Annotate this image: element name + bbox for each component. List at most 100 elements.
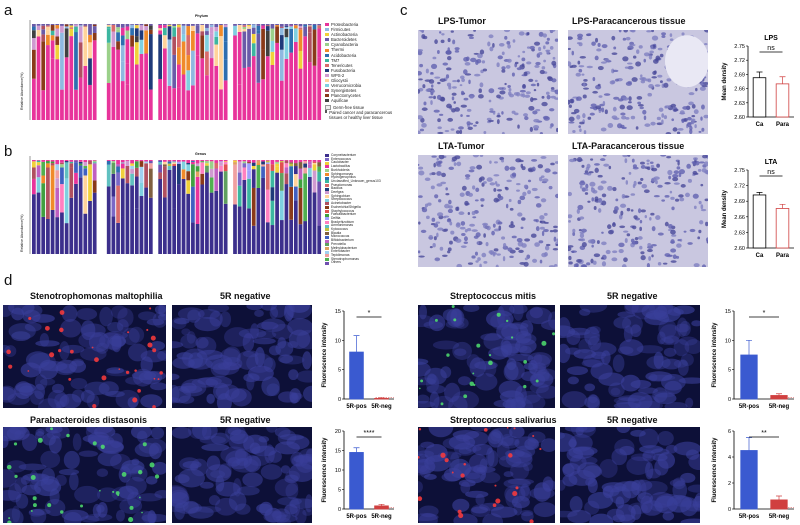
x-tick-label: 5R-neg bbox=[769, 404, 790, 410]
stacked-segment bbox=[134, 64, 139, 120]
legend-item: Tenericutes bbox=[325, 63, 361, 68]
stacked-segment bbox=[279, 162, 284, 174]
stacked-segment bbox=[275, 163, 279, 167]
stacked-segment bbox=[279, 49, 284, 81]
stacked-segment bbox=[106, 160, 111, 161]
stacked-segment bbox=[298, 224, 303, 254]
stacked-segment bbox=[177, 163, 181, 185]
legend-label: Firmicutes bbox=[331, 27, 351, 33]
stacked-segment bbox=[279, 26, 284, 28]
stacked-segment bbox=[312, 29, 317, 66]
stacked-segment bbox=[219, 89, 223, 120]
stacked-segment bbox=[186, 160, 191, 164]
legend-swatch bbox=[325, 53, 329, 57]
stacked-segment bbox=[134, 28, 139, 37]
stacked-segment bbox=[256, 30, 261, 34]
stacked-segment bbox=[167, 169, 172, 254]
legend-item: Verrucomicrobia bbox=[325, 83, 361, 88]
image-title: LPS-Tumor bbox=[438, 16, 486, 26]
fluorescence-image-negative bbox=[172, 427, 312, 523]
histology-image-lta-paracancerous bbox=[568, 155, 708, 267]
stacked-segment bbox=[223, 161, 228, 163]
legend-item: Actinobacteria bbox=[325, 32, 361, 37]
lta-bar-chart: LTA Mean density 2.75 2.72 2.69 2.66 2.63 2.60 C… bbox=[722, 159, 794, 259]
stacked-segment bbox=[284, 26, 289, 29]
stacked-segment bbox=[78, 77, 83, 120]
panel-label-d: d bbox=[4, 272, 13, 289]
stacked-segment bbox=[256, 24, 261, 26]
legend-item: Lactobacillus bbox=[325, 164, 381, 169]
stacked-segment bbox=[50, 160, 55, 162]
stacked-segment bbox=[134, 167, 139, 177]
stacked-segment bbox=[214, 24, 219, 28]
stacked-segment bbox=[167, 39, 172, 86]
stacked-segment bbox=[209, 58, 214, 120]
stacked-segment bbox=[148, 24, 153, 26]
image-title: 5R negative bbox=[220, 415, 271, 425]
legend-swatch bbox=[325, 243, 329, 247]
stacked-segment bbox=[237, 185, 242, 207]
stacked-segment bbox=[307, 167, 312, 177]
legend-swatch bbox=[325, 165, 329, 169]
legend-item: Staphylococcus bbox=[325, 209, 381, 214]
stacked-segment bbox=[200, 35, 205, 59]
legend-swatch bbox=[325, 154, 329, 158]
stacked-segment bbox=[242, 25, 247, 27]
stacked-segment bbox=[270, 225, 275, 254]
legend-item: Streptococcus bbox=[325, 198, 381, 202]
stacked-segment bbox=[312, 164, 317, 171]
fluorescence-texture bbox=[560, 305, 700, 408]
streptococcus-mitis-bar-chart: Fluorescence intensity 15 10 5 0 5R-pos 5R-neg… bbox=[712, 309, 794, 410]
stacked-segment bbox=[186, 163, 191, 165]
stacked-segment bbox=[186, 55, 191, 71]
stacked-segment bbox=[83, 40, 88, 66]
stacked-segment bbox=[214, 65, 219, 120]
stacked-segment bbox=[279, 24, 284, 27]
stacked-segment bbox=[298, 160, 303, 163]
stacked-segment bbox=[219, 161, 223, 163]
image-title: Streptococcus salivarius bbox=[450, 415, 557, 425]
stacked-segment bbox=[317, 24, 322, 26]
stacked-segment bbox=[251, 225, 256, 254]
tick-label: 0 bbox=[728, 397, 731, 403]
stacked-segment bbox=[205, 24, 209, 28]
stacked-segment bbox=[64, 161, 69, 163]
image-title: Parabacteroides distasonis bbox=[30, 415, 148, 425]
legend-item: Methylobacterium bbox=[325, 246, 381, 251]
stacked-segment bbox=[60, 212, 64, 254]
tick-label: 5 bbox=[728, 368, 731, 374]
stacked-segment bbox=[223, 24, 228, 28]
stacked-segment bbox=[242, 163, 247, 168]
legend-label: Bifidobacterium bbox=[331, 238, 354, 243]
stacked-segment bbox=[148, 163, 153, 169]
stacked-segment bbox=[60, 184, 64, 213]
stacked-segment bbox=[130, 185, 134, 254]
stacked-segment bbox=[36, 165, 41, 178]
stacked-segment bbox=[195, 25, 200, 34]
legend-label: Enterobacter bbox=[331, 249, 350, 254]
legend-swatch bbox=[325, 232, 329, 236]
legend-swatch bbox=[325, 217, 329, 221]
stacked-segment bbox=[261, 160, 265, 162]
legend-swatch bbox=[325, 224, 329, 228]
tick-label: 5 bbox=[338, 368, 341, 374]
stacked-segment bbox=[139, 25, 144, 31]
stacked-segment bbox=[181, 24, 186, 26]
error-bar bbox=[756, 192, 763, 195]
legend-swatch bbox=[325, 48, 329, 52]
stacked-segment bbox=[247, 163, 251, 171]
stacked-segment bbox=[317, 28, 322, 58]
stacked-segment bbox=[209, 24, 214, 28]
legend-item: Stenotrophomonas bbox=[325, 257, 381, 262]
stacked-segment bbox=[148, 168, 153, 198]
stacked-segment bbox=[41, 160, 46, 162]
stacked-segment bbox=[265, 160, 270, 163]
y-axis-label: Fluorescence intensity bbox=[322, 437, 328, 503]
stacked-segment bbox=[181, 161, 186, 170]
stacked-segment bbox=[106, 186, 111, 254]
stacked-segment bbox=[144, 24, 148, 27]
stacked-segment bbox=[284, 184, 289, 254]
x-tick-label: 5R-neg bbox=[371, 514, 392, 520]
fluorescence-image-streptococcus-mitis bbox=[418, 305, 555, 408]
stacked-segment bbox=[69, 36, 74, 120]
